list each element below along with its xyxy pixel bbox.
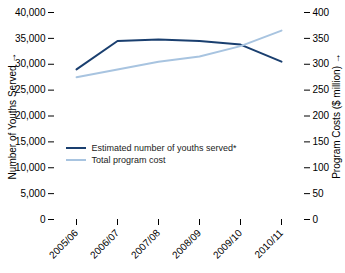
svg-text:400: 400 (313, 7, 330, 18)
svg-text:2005/06: 2005/06 (47, 227, 81, 261)
svg-text:0: 0 (40, 214, 46, 225)
svg-text:350: 350 (313, 33, 330, 44)
svg-text:100: 100 (313, 162, 330, 173)
svg-text:0: 0 (313, 214, 319, 225)
svg-text:Program Costs ($ million) →: Program Costs ($ million) → (331, 53, 342, 179)
svg-text:30,000: 30,000 (15, 58, 46, 69)
svg-text:5,000: 5,000 (20, 188, 45, 199)
svg-text:250: 250 (313, 84, 330, 95)
svg-text:20,000: 20,000 (15, 110, 46, 121)
svg-text:15,000: 15,000 (15, 136, 46, 147)
svg-text:200: 200 (313, 110, 330, 121)
svg-text:2008/09: 2008/09 (170, 227, 204, 261)
svg-text:25,000: 25,000 (15, 84, 46, 95)
svg-text:40,000: 40,000 (15, 7, 46, 18)
html-text:Total program cost: Total program cost (91, 155, 166, 166)
svg-text:50: 50 (313, 188, 325, 199)
svg-text:150: 150 (313, 136, 330, 147)
svg-text:2007/08: 2007/08 (129, 227, 163, 261)
html-text:Estimated number of youths ser: Estimated number of youths served* (91, 143, 237, 154)
svg-text:300: 300 (313, 58, 330, 69)
svg-text:2010/11: 2010/11 (252, 227, 285, 260)
svg-text:10,000: 10,000 (15, 162, 46, 173)
svg-text:2006/07: 2006/07 (88, 227, 122, 261)
svg-text:2009/10: 2009/10 (211, 227, 245, 261)
svg-text:Number of Youths Served →: Number of Youths Served → (7, 53, 18, 180)
svg-text:35,000: 35,000 (15, 33, 46, 44)
